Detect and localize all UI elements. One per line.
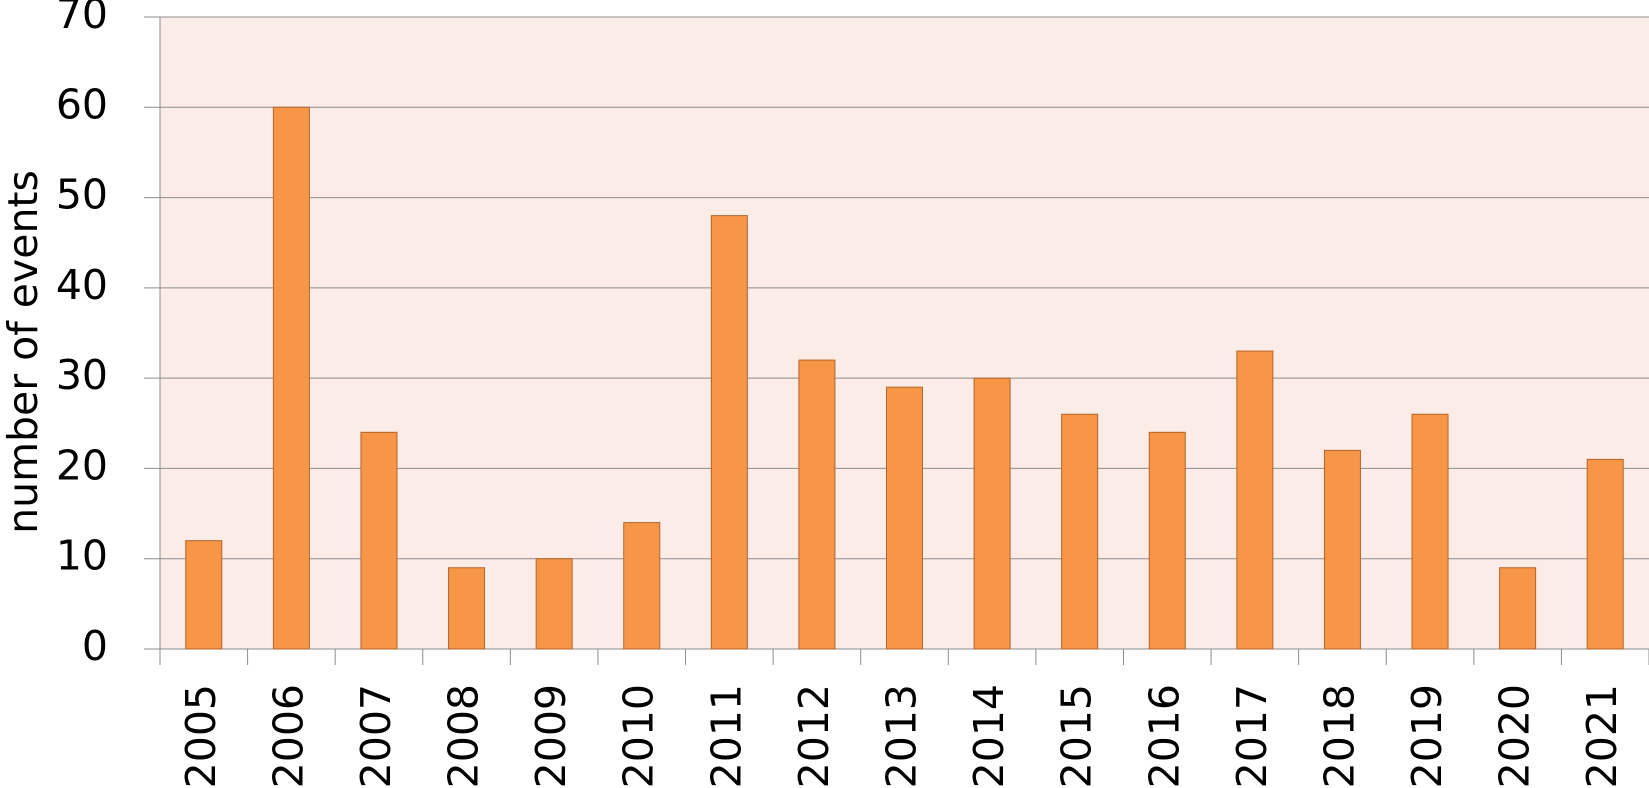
y-tick-label: 10 [56, 532, 108, 580]
bar [886, 386, 923, 650]
x-tick-label: 2013 [878, 684, 926, 788]
x-tick-label: 2021 [1578, 684, 1626, 788]
y-tick-label: 70 [56, 0, 108, 38]
bar [1236, 350, 1274, 650]
bar [185, 540, 223, 650]
y-tick-label: 20 [56, 441, 108, 489]
x-tick-label: 2012 [790, 684, 838, 788]
bar [360, 431, 398, 650]
y-tick-label: 50 [56, 171, 108, 219]
bar [1148, 431, 1186, 650]
x-tick-label: 2010 [615, 684, 663, 788]
bar [535, 558, 573, 650]
y-tick-label: 0 [82, 622, 108, 670]
bar [710, 215, 748, 650]
bar [623, 522, 661, 650]
x-tick-label: 2008 [440, 684, 488, 788]
bar [973, 377, 1011, 650]
x-tick-label: 2005 [177, 684, 225, 788]
x-tick-label: 2014 [965, 684, 1013, 788]
bar [1499, 567, 1537, 650]
x-tick-label: 2018 [1315, 684, 1363, 788]
y-tick-label: 40 [56, 261, 108, 309]
y-axis-title: number of events [0, 170, 47, 534]
bar [272, 106, 310, 650]
bar [798, 359, 836, 650]
x-tick-label: 2015 [1053, 684, 1101, 788]
x-tick-label: 2017 [1228, 684, 1276, 788]
x-tick-label: 2016 [1140, 684, 1188, 788]
bar [448, 567, 486, 650]
y-tick-label: 30 [56, 351, 108, 399]
x-tick-label: 2006 [264, 684, 312, 788]
y-tick-label: 60 [56, 80, 108, 128]
x-tick-label: 2019 [1403, 684, 1451, 788]
bar [1586, 458, 1624, 650]
bar [1061, 413, 1099, 650]
x-tick-label: 2020 [1491, 684, 1539, 788]
bar [1411, 413, 1449, 650]
x-tick-label: 2007 [352, 684, 400, 788]
x-tick-label: 2009 [527, 684, 575, 788]
x-tick-label: 2011 [702, 684, 750, 788]
bar [1323, 449, 1361, 650]
